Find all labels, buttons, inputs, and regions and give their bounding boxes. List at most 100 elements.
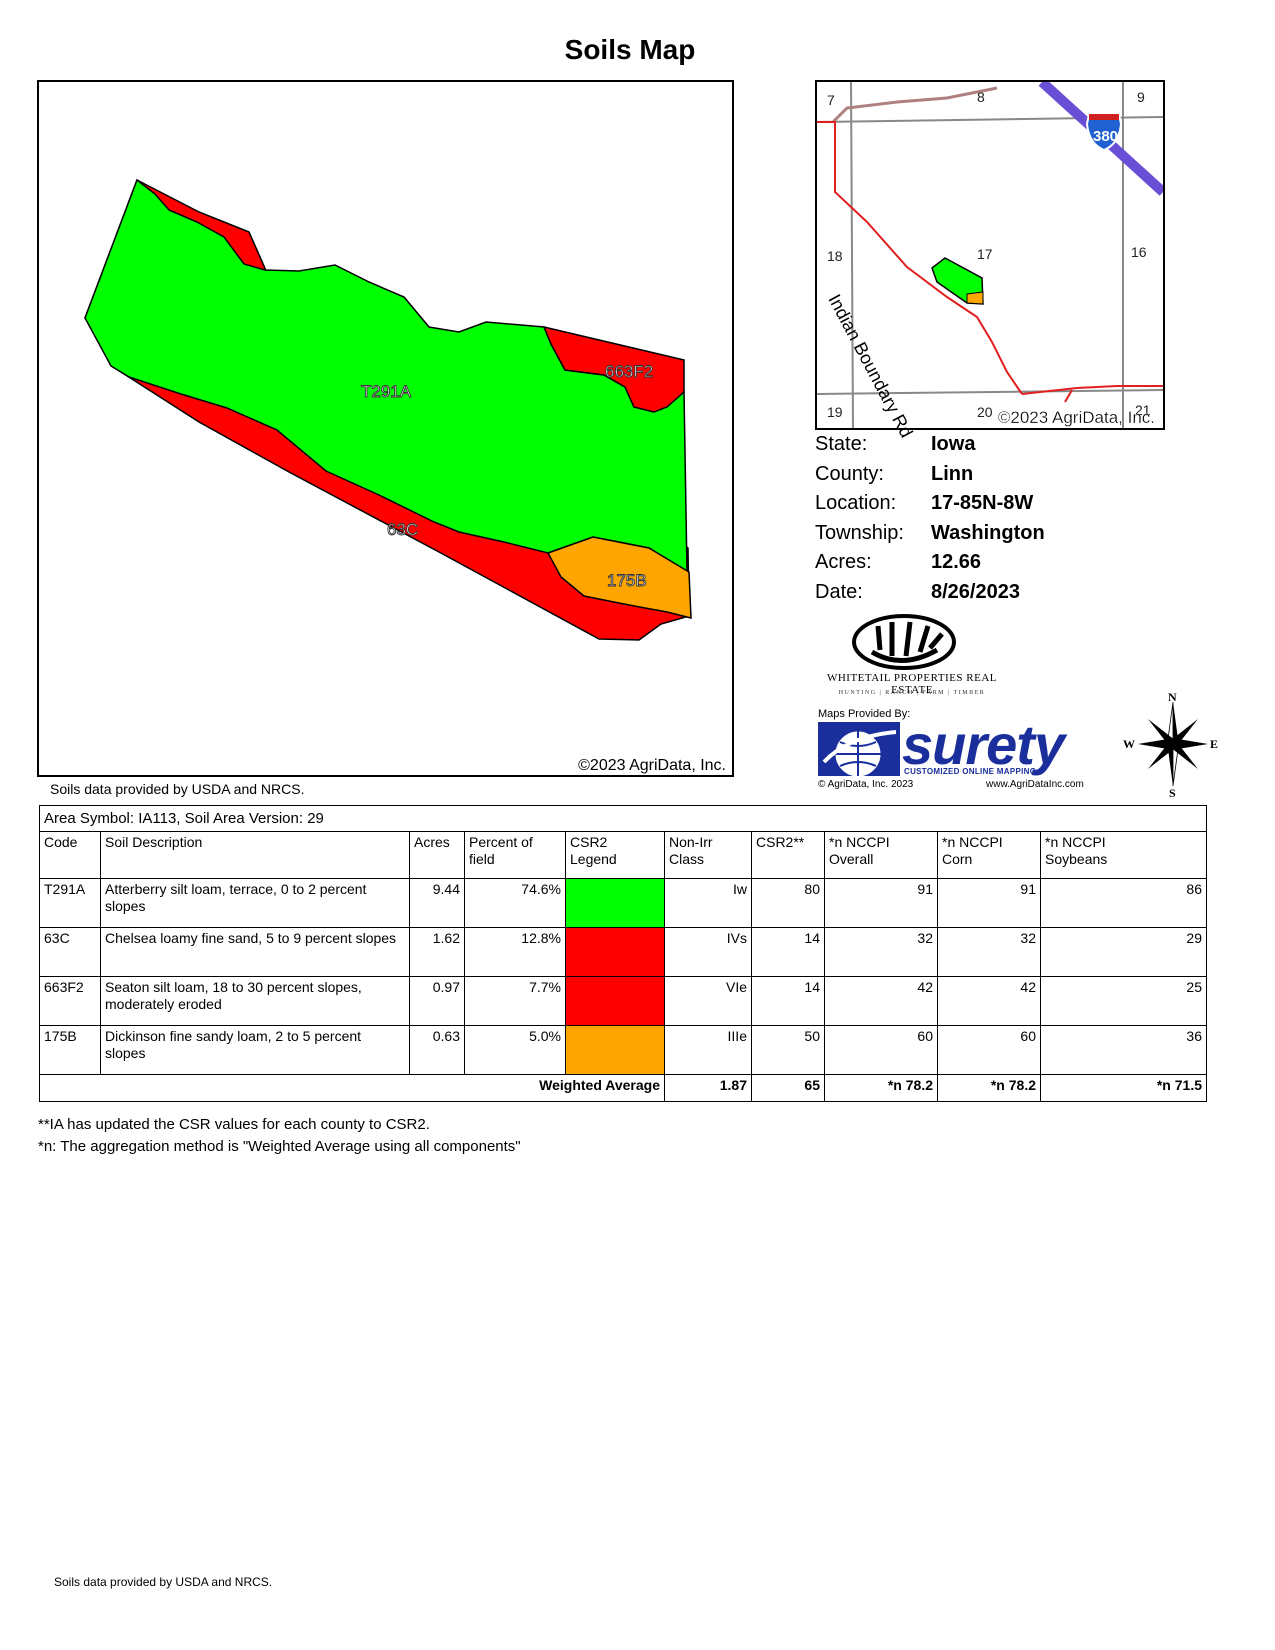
cell-desc: Atterberry silt loam, terrace, 0 to 2 pe… [100,878,410,928]
header-code: Code [39,831,101,879]
compass-e: E [1210,737,1219,751]
cell-code: 63C [39,927,101,977]
header-legend-line1: CSR2 [570,834,608,850]
globe-icon [818,722,900,776]
property-info: State: Iowa County: Linn Location: 17-85N-8… [815,433,1045,610]
data-source-note: Soils data provided by USDA and NRCS. [50,781,305,797]
section-19: 19 [827,404,843,420]
surety-wordmark: surety [902,713,1065,776]
header-legend: CSR2 Legend [565,831,665,879]
page-title: Soils Map [564,34,696,65]
cell-csr2: 14 [751,927,825,977]
footnote-csr2: **IA has updated the CSR values for each… [38,1116,430,1133]
info-key: Township: [815,521,904,544]
header-desc: Soil Description [100,831,410,879]
section-21: 21 [1135,402,1151,418]
antler-icon [852,614,956,670]
header-pct-line1: Percent of [469,834,533,850]
compass-n: N [1168,690,1177,704]
maps-provided-by: Maps Provided By: [818,708,911,720]
cell-corn: 91 [937,878,1041,928]
header-legend-line2: Legend [570,851,617,867]
section-7: 7 [827,92,835,108]
cell-class: IVs [664,927,752,977]
table-row: T291A Atterberry silt loam, terrace, 0 t… [39,878,1207,928]
cell-desc: Chelsea loamy fine sand, 5 to 9 percent … [100,927,410,977]
weighted-corn: *n 78.2 [937,1074,1041,1102]
cell-soy: 86 [1040,878,1207,928]
cell-desc: Dickinson fine sandy loam, 2 to 5 percen… [100,1025,410,1075]
cell-overall: 42 [824,976,938,1026]
info-key: County: [815,462,884,485]
label-175b: 175B [607,571,648,591]
info-row: County: Linn [815,463,1045,493]
surety-url: www.AgriDataInc.com [986,779,1084,790]
soil-region-175b [546,536,692,619]
section-16: 16 [1131,244,1147,260]
header-class-line2: Class [669,851,705,867]
cell-acres: 0.63 [409,1025,465,1075]
cell-csr2: 50 [751,1025,825,1075]
header-csr2: CSR2** [751,831,825,879]
cell-pct: 7.7% [464,976,566,1026]
compass-w: W [1123,737,1135,751]
info-key: Acres: [815,551,872,573]
cell-acres: 1.62 [409,927,465,977]
table-header-row: Code Soil Description Acres Percent of fi… [39,831,1207,879]
cell-pct: 5.0% [464,1025,566,1075]
info-row: Date: 8/26/2023 [815,581,1045,611]
soil-region-663f2 [542,325,685,413]
cell-legend-swatch [565,1025,665,1075]
weighted-soy: *n 71.5 [1040,1074,1207,1102]
soils-map: T291A 63C 663F2 175B ©2023 AgriData, Inc… [37,80,734,777]
table-row: 663F2 Seaton silt loam, 18 to 30 percent… [39,976,1207,1026]
soil-table: Area Symbol: IA113, Soil Area Version: 2… [39,805,1207,1102]
cell-csr2: 14 [751,976,825,1026]
cell-class: Iw [664,878,752,928]
surety-copyright: © AgriData, Inc. 2023 [818,779,914,790]
compass-rose-graphic [1138,701,1208,787]
info-row: Location: 17-85N-8W [815,492,1045,522]
cell-code: 663F2 [39,976,101,1026]
table-area-row: Area Symbol: IA113, Soil Area Version: 2… [39,805,1207,832]
info-key: Date: [815,580,863,603]
section-17: 17 [977,246,993,262]
compass-rose-icon: N S E W [1118,690,1228,800]
cell-pct: 74.6% [464,878,566,928]
cell-code: 175B [39,1025,101,1075]
label-663f2: 663F2 [605,362,654,382]
weighted-csr2: 65 [751,1074,825,1102]
cell-class: VIe [664,976,752,1026]
whitetail-tagline: HUNTING | RANCH | FARM | TIMBER [838,690,986,696]
cell-overall: 60 [824,1025,938,1075]
header-pct-line2: field [469,851,495,867]
info-row: Acres: 12.66 [815,551,1045,581]
soils-map-canvas [84,178,692,641]
locator-map-canvas [817,82,1163,428]
header-soy-line1: *n NCCPI [1045,834,1106,850]
header-overall-line1: *n NCCPI [829,834,890,850]
info-value: Iowa [931,433,976,455]
cell-overall: 32 [824,927,938,977]
info-value: Washington [931,521,1045,544]
header-soy: *n NCCPI Soybeans [1040,831,1207,879]
surety-tagline: CUSTOMIZED ONLINE MAPPING [904,767,1037,776]
header-acres: Acres [409,831,465,879]
info-value: 17-85N-8W [931,492,1034,514]
cell-soy: 36 [1040,1025,1207,1075]
cell-csr2: 80 [751,878,825,928]
header-corn: *n NCCPI Corn [937,831,1041,879]
cell-acres: 9.44 [409,878,465,928]
header-corn-line2: Corn [942,851,973,867]
locator-copyright: ©2023 AgriData, Inc. [997,408,1155,427]
whitetail-name: WHITETAIL PROPERTIES REAL ESTATE [826,672,998,696]
cell-acres: 0.97 [409,976,465,1026]
cell-overall: 91 [824,878,938,928]
table-row: 175B Dickinson fine sandy loam, 2 to 5 p… [39,1025,1207,1075]
weighted-average-row: Weighted Average 1.87 65 *n 78.2 *n 78.2… [39,1074,1207,1102]
section-8: 8 [977,89,985,105]
info-value: 12.66 [931,551,982,573]
data-source-footer: Soils data provided by USDA and NRCS. [54,1575,273,1589]
cell-soy: 29 [1040,927,1207,977]
cell-pct: 12.8% [464,927,566,977]
